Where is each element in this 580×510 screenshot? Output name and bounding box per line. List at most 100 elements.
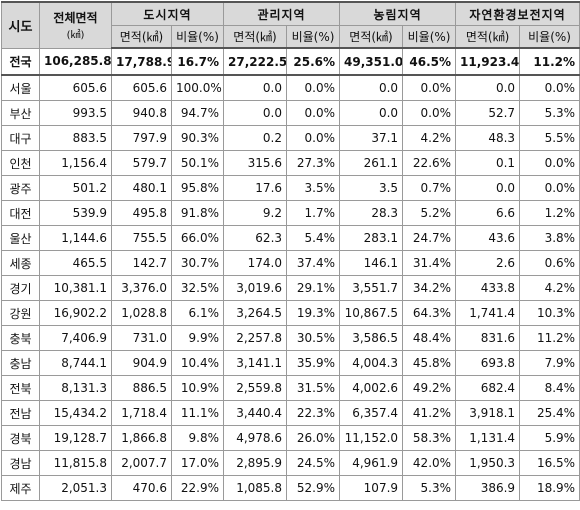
urban-ratio-subheader: 비율(%) <box>170 25 225 49</box>
nature-area-cell: 2.6 <box>455 250 521 276</box>
nature-ratio-cell: 0.6% <box>519 250 580 276</box>
table-row: 전남 15,434.2 1,718.4 11.1% 3,440.4 22.3% 6,357.… <box>1 400 580 426</box>
management-ratio-cell: 27.3% <box>286 150 341 176</box>
urban-area-cell: 797.9 <box>111 125 172 151</box>
total-area-cell: 501.2 <box>39 175 112 201</box>
management-ratio-cell: 5.4% <box>286 225 341 251</box>
urban-ratio-cell: 91.8% <box>170 200 225 226</box>
urban-area-cell: 1,866.8 <box>111 425 172 451</box>
management-ratio-cell: 25.6% <box>286 47 341 76</box>
urban-area-cell: 142.7 <box>111 250 172 276</box>
nature-area-cell: 831.6 <box>455 325 521 351</box>
nature-ratio-cell: 1.2% <box>519 200 580 226</box>
urban-ratio-cell: 9.8% <box>170 425 225 451</box>
agriculture-ratio-subheader: 비율(%) <box>402 25 457 49</box>
table-row: 인천 1,156.4 579.7 50.1% 315.6 27.3% 261.1 22.6% 0… <box>1 150 580 176</box>
management-ratio-cell: 19.3% <box>286 300 341 326</box>
agriculture-area-cell: 0.0 <box>339 74 404 101</box>
nature-ratio-cell: 5.3% <box>519 100 580 126</box>
region-cell: 경기 <box>1 275 40 301</box>
land-use-table: 시도 전체면적 (㎢) 도시지역 관리지역 농림지역 자연환경보전지역 면적(㎢… <box>1 1 580 501</box>
agriculture-area-cell: 28.3 <box>339 200 404 226</box>
management-area-cell: 62.3 <box>223 225 288 251</box>
total-area-column-header: 전체면적 (㎢) <box>39 1 112 49</box>
total-area-cell: 883.5 <box>39 125 112 151</box>
agriculture-ratio-cell: 34.2% <box>402 275 457 301</box>
region-cell: 전국 <box>1 47 40 76</box>
management-ratio-cell: 31.5% <box>286 375 341 401</box>
management-ratio-cell: 1.7% <box>286 200 341 226</box>
agriculture-area-cell: 4,961.9 <box>339 450 404 476</box>
urban-area-subheader: 면적(㎢) <box>111 25 172 49</box>
urban-area-cell: 17,788.9 <box>111 47 172 76</box>
group-header-urban: 도시지역 <box>110 1 225 26</box>
agriculture-area-cell: 3.5 <box>339 175 404 201</box>
agriculture-area-cell: 11,152.0 <box>339 425 404 451</box>
urban-area-cell: 1,028.8 <box>111 300 172 326</box>
agriculture-area-cell: 3,551.7 <box>339 275 404 301</box>
agriculture-ratio-cell: 5.3% <box>402 475 457 501</box>
management-area-cell: 17.6 <box>223 175 288 201</box>
urban-ratio-cell: 90.3% <box>170 125 225 151</box>
region-cell: 경북 <box>1 425 40 451</box>
agriculture-ratio-cell: 48.4% <box>402 325 457 351</box>
agriculture-area-cell: 0.0 <box>339 100 404 126</box>
nature-ratio-cell: 5.5% <box>519 125 580 151</box>
total-area-cell: 2,051.3 <box>39 475 112 501</box>
total-area-cell: 8,744.1 <box>39 350 112 376</box>
agriculture-ratio-cell: 31.4% <box>402 250 457 276</box>
region-cell: 대구 <box>1 125 40 151</box>
nature-area-cell: 11,923.4 <box>455 47 521 76</box>
management-ratio-cell: 37.4% <box>286 250 341 276</box>
agriculture-ratio-cell: 0.7% <box>402 175 457 201</box>
total-area-cell: 1,156.4 <box>39 150 112 176</box>
urban-ratio-cell: 22.9% <box>170 475 225 501</box>
agriculture-ratio-cell: 0.0% <box>402 74 457 101</box>
urban-ratio-cell: 30.7% <box>170 250 225 276</box>
urban-ratio-cell: 32.5% <box>170 275 225 301</box>
table-row: 경기 10,381.1 3,376.0 32.5% 3,019.6 29.1% 3,551.… <box>1 275 580 301</box>
agriculture-area-subheader: 면적(㎢) <box>339 25 404 49</box>
nature-ratio-cell: 11.2% <box>519 325 580 351</box>
management-area-cell: 0.0 <box>223 100 288 126</box>
nature-area-cell: 0.0 <box>455 74 521 101</box>
nature-area-cell: 0.1 <box>455 150 521 176</box>
management-area-cell: 27,222.5 <box>223 47 288 76</box>
table-body: 전국 106,285.8 17,788.9 16.7% 27,222.5 25.6% 49,… <box>1 47 580 501</box>
management-area-cell: 3,264.5 <box>223 300 288 326</box>
agriculture-area-cell: 4,004.3 <box>339 350 404 376</box>
table-row: 충남 8,744.1 904.9 10.4% 3,141.1 35.9% 4,004.3 45… <box>1 350 580 376</box>
nature-ratio-cell: 16.5% <box>519 450 580 476</box>
nature-ratio-cell: 8.4% <box>519 375 580 401</box>
management-ratio-cell: 35.9% <box>286 350 341 376</box>
urban-area-cell: 755.5 <box>111 225 172 251</box>
urban-area-cell: 886.5 <box>111 375 172 401</box>
total-area-unit: (㎢) <box>66 30 85 42</box>
region-cell: 충남 <box>1 350 40 376</box>
urban-ratio-cell: 10.4% <box>170 350 225 376</box>
nature-area-subheader: 면적(㎢) <box>455 25 521 49</box>
total-area-cell: 19,128.7 <box>39 425 112 451</box>
urban-ratio-cell: 6.1% <box>170 300 225 326</box>
total-area-cell: 7,406.9 <box>39 325 112 351</box>
management-area-cell: 3,141.1 <box>223 350 288 376</box>
management-ratio-subheader: 비율(%) <box>286 25 341 49</box>
urban-area-cell: 495.8 <box>111 200 172 226</box>
total-area-cell: 8,131.3 <box>39 375 112 401</box>
total-area-cell: 11,815.8 <box>39 450 112 476</box>
table-row: 대구 883.5 797.9 90.3% 0.2 0.0% 37.1 4.2% 48.3 5.5% <box>1 125 580 151</box>
agriculture-ratio-cell: 64.3% <box>402 300 457 326</box>
nature-ratio-cell: 25.4% <box>519 400 580 426</box>
urban-ratio-cell: 17.0% <box>170 450 225 476</box>
region-column-header: 시도 <box>1 1 40 49</box>
urban-ratio-cell: 10.9% <box>170 375 225 401</box>
region-cell: 대전 <box>1 200 40 226</box>
urban-area-cell: 2,007.7 <box>111 450 172 476</box>
agriculture-ratio-cell: 0.0% <box>402 100 457 126</box>
management-area-cell: 0.0 <box>223 74 288 101</box>
management-ratio-cell: 0.0% <box>286 125 341 151</box>
urban-area-cell: 1,718.4 <box>111 400 172 426</box>
nature-ratio-cell: 10.3% <box>519 300 580 326</box>
total-area-cell: 605.6 <box>39 74 112 101</box>
agriculture-ratio-cell: 41.2% <box>402 400 457 426</box>
